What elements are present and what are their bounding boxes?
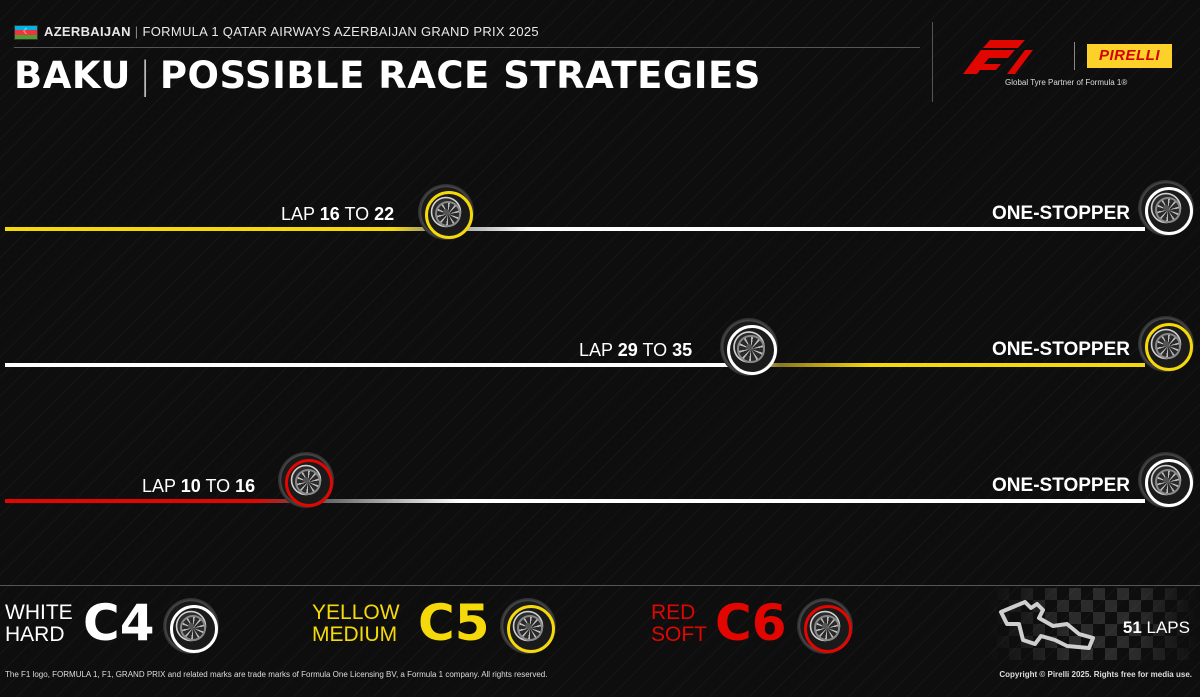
race-info: 51 LAPS [985, 588, 1200, 660]
soft-tyre-icon [797, 598, 853, 654]
f1-logo-icon [963, 40, 1033, 74]
hard-tyre-icon [1138, 452, 1194, 508]
compound-color-name: YELLOW [312, 601, 400, 624]
compound-color-name: WHITE [5, 601, 73, 624]
compound-soft: RED SOFT C6 [651, 598, 861, 658]
pit-window-label: LAP 29 TO 35 [579, 340, 693, 360]
country-name: AZERBAIJAN [44, 24, 131, 39]
strategy-row-1: LAP 16 TO 22 ONE-STOPPER [0, 180, 1200, 254]
logo-divider [1074, 42, 1075, 70]
soft-tyre-icon [278, 452, 334, 508]
medium-tyre-icon [500, 598, 556, 654]
compound-type-name: SOFT [651, 623, 707, 646]
partner-text: Global Tyre Partner of Formula 1® [1005, 78, 1128, 87]
pit-window-label: LAP 10 TO 16 [142, 476, 256, 496]
hard-tyre-icon [163, 598, 219, 654]
compound-type-name: HARD [5, 623, 65, 646]
compound-code: C4 [83, 594, 155, 652]
title-location: BAKU [14, 54, 131, 97]
pirelli-logo: PIRELLI [1087, 44, 1172, 68]
compound-type-name: MEDIUM [312, 623, 398, 646]
compound-hard: WHITE HARD C4 [5, 598, 225, 658]
strategy-label: ONE-STOPPER [992, 475, 1130, 496]
logo-area: PIRELLI Global Tyre Partner of Formula 1… [932, 22, 1200, 102]
hard-tyre-icon [1138, 180, 1194, 236]
strategy-row-3: LAP 10 TO 16 ONE-STOPPER [0, 452, 1200, 526]
race-laps: 51 LAPS [1123, 618, 1190, 638]
strategy-line [5, 499, 1145, 503]
medium-tyre-icon [1138, 316, 1194, 372]
strategy-label: ONE-STOPPER [992, 339, 1130, 360]
compound-color-name: RED [651, 601, 696, 624]
strategy-line [5, 227, 1145, 231]
strategy-row-2: LAP 29 TO 35 ONE-STOPPER [0, 316, 1200, 390]
copyright-notice: Copyright © Pirelli 2025. Rights free fo… [999, 670, 1192, 679]
hard-tyre-icon [720, 318, 778, 376]
compound-code: C6 [715, 594, 787, 652]
pit-window-label: LAP 16 TO 22 [281, 204, 395, 224]
medium-tyre-icon [418, 184, 474, 240]
footer-divider [0, 585, 1200, 586]
strategy-label: ONE-STOPPER [992, 203, 1130, 224]
trademark-notice: The F1 logo, FORMULA 1, F1, GRAND PRIX a… [5, 670, 548, 679]
header: AZERBAIJAN|FORMULA 1 QATAR AIRWAYS AZERB… [0, 0, 930, 100]
compound-code: C5 [418, 594, 490, 652]
compound-medium: YELLOW MEDIUM C5 [312, 598, 562, 658]
baku-circuit-map-icon [999, 600, 1095, 650]
azerbaijan-flag-icon [14, 25, 38, 40]
event-subtitle: AZERBAIJAN | FORMULA 1 QATAR AIRWAYS AZERB… [44, 24, 539, 39]
event-name: FORMULA 1 QATAR AIRWAYS AZERBAIJAN GRAND… [142, 24, 539, 39]
page-title: BAKU | POSSIBLE RACE STRATEGIES [14, 54, 761, 97]
laps-number: 51 [1122, 618, 1142, 637]
title-main: POSSIBLE RACE STRATEGIES [159, 54, 761, 97]
laps-label: LAPS [1146, 618, 1190, 637]
header-divider [14, 47, 920, 48]
strategy-line [5, 363, 1145, 367]
